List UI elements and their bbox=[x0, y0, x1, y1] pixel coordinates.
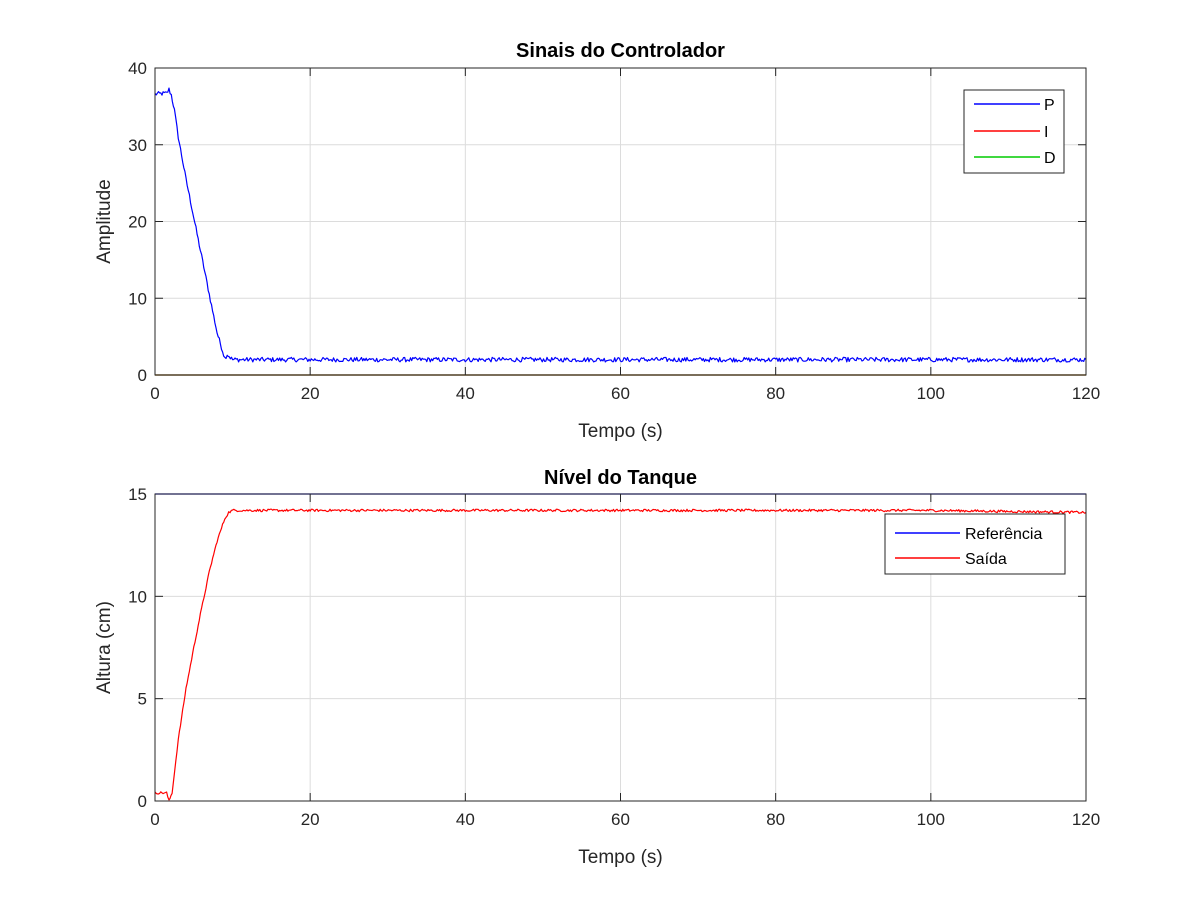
axis-ticks: 0 20 40 60 80 100 120 0 10 20 30 40 bbox=[128, 59, 1100, 403]
chart-title: Sinais do Controlador bbox=[516, 40, 725, 62]
y-tick-label: 30 bbox=[128, 136, 147, 155]
axis-ticks: 0 20 40 60 80 100 120 0 5 10 15 bbox=[128, 485, 1100, 829]
y-tick-label: 40 bbox=[128, 59, 147, 78]
x-tick-label: 120 bbox=[1072, 384, 1100, 403]
legend-label-referencia: Referência bbox=[965, 526, 1042, 543]
x-tick-label: 60 bbox=[611, 810, 630, 829]
x-tick-label: 0 bbox=[150, 810, 159, 829]
x-tick-label: 80 bbox=[766, 810, 785, 829]
legend-label-d: D bbox=[1044, 150, 1056, 167]
x-tick-label: 20 bbox=[301, 384, 320, 403]
legend-label-saida: Saída bbox=[965, 551, 1007, 568]
y-tick-label: 10 bbox=[128, 289, 147, 308]
y-tick-label: 15 bbox=[128, 485, 147, 504]
x-tick-label: 100 bbox=[917, 384, 945, 403]
series-line-saida bbox=[154, 508, 1087, 801]
x-tick-label: 20 bbox=[301, 810, 320, 829]
x-tick-label: 80 bbox=[766, 384, 785, 403]
y-tick-label: 10 bbox=[128, 587, 147, 606]
y-tick-label: 0 bbox=[138, 792, 147, 811]
y-tick-label: 5 bbox=[138, 690, 147, 709]
y-tick-label: 20 bbox=[128, 213, 147, 232]
x-tick-label: 100 bbox=[917, 810, 945, 829]
y-axis-label: Amplitude bbox=[94, 179, 115, 264]
x-tick-label: 40 bbox=[456, 384, 475, 403]
x-tick-label: 120 bbox=[1072, 810, 1100, 829]
chart-title: Nível do Tanque bbox=[544, 467, 697, 489]
legend: Referência Saída bbox=[884, 513, 1066, 575]
legend-label-i: I bbox=[1044, 124, 1048, 141]
grid-lines bbox=[155, 494, 1086, 801]
legend-box bbox=[884, 513, 1066, 575]
grid-lines bbox=[155, 68, 1086, 375]
legend-label-p: P bbox=[1044, 97, 1055, 114]
y-axis-label: Altura (cm) bbox=[94, 601, 115, 694]
x-tick-label: 40 bbox=[456, 810, 475, 829]
x-axis-label: Tempo (s) bbox=[578, 421, 662, 442]
series-line-p bbox=[154, 87, 1087, 363]
subplot-tank-level: 0 20 40 60 80 100 120 0 5 10 15 Nível do Tanque Te… bbox=[94, 467, 1100, 868]
x-axis-label: Tempo (s) bbox=[578, 847, 662, 868]
x-tick-label: 60 bbox=[611, 384, 630, 403]
legend: P I D bbox=[963, 89, 1065, 174]
y-tick-label: 0 bbox=[138, 366, 147, 385]
subplot-controller-signals: 0 20 40 60 80 100 120 0 10 20 30 40 Sinais do Contr… bbox=[94, 40, 1100, 442]
x-tick-label: 0 bbox=[150, 384, 159, 403]
